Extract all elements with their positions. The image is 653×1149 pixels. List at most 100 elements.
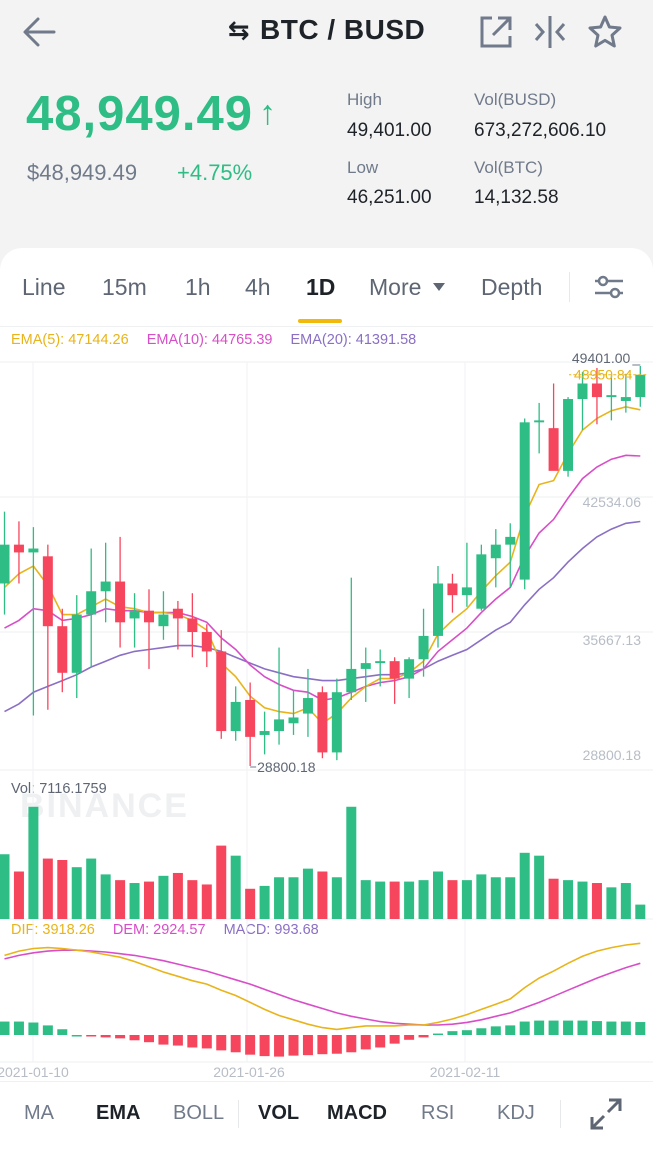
candle-body	[375, 661, 386, 664]
macd-histogram-bar	[71, 1035, 82, 1037]
candle-body	[144, 610, 154, 623]
macd-histogram-bar	[115, 1035, 126, 1039]
pair-name: BTC / BUSD	[260, 14, 426, 45]
candle-body	[57, 626, 68, 673]
tab-1d[interactable]: 1D	[306, 274, 336, 300]
candle-body	[418, 635, 429, 660]
star-icon[interactable]	[585, 12, 625, 52]
tab-15m[interactable]: 15m	[102, 274, 147, 300]
volume-bar	[461, 880, 472, 919]
macd-histogram-bar	[548, 1020, 559, 1035]
vol-busd-label: Vol(BUSD)	[474, 90, 557, 109]
volume-bar	[230, 855, 241, 919]
kline-chart-area[interactable]: BINANCE EMA(5): 47144.26 EMA(10): 44765.…	[0, 326, 653, 1081]
change-percent: +4.75%	[177, 160, 253, 185]
chart-settings-icon[interactable]	[592, 272, 626, 302]
candle-body	[187, 618, 198, 633]
macd-histogram-bar	[28, 1022, 39, 1035]
volume-bar	[331, 877, 342, 919]
volume-bar	[187, 880, 198, 919]
candle-body	[201, 632, 212, 652]
macd-histogram-bar	[476, 1028, 487, 1035]
ema5-line	[3, 405, 641, 725]
vol-busd-value: 673,272,606.10	[474, 120, 607, 141]
candle-body	[115, 581, 126, 623]
tab-4h[interactable]: 4h	[245, 274, 271, 300]
candle-body	[635, 374, 646, 398]
candle-body	[158, 614, 169, 627]
candle-body	[534, 420, 545, 423]
macd-histogram-bar	[86, 1035, 97, 1037]
indicator-boll[interactable]: BOLL	[173, 1102, 225, 1124]
indicator-ma[interactable]: MA	[24, 1102, 54, 1124]
tab-depth[interactable]: Depth	[481, 274, 543, 300]
indicator-rsi[interactable]: RSI	[421, 1102, 455, 1124]
volume-bar	[71, 867, 82, 919]
tab-line[interactable]: Line	[22, 274, 66, 300]
low-label: Low	[347, 158, 379, 177]
macd-histogram-bar	[216, 1035, 227, 1051]
back-arrow-icon[interactable]	[18, 12, 62, 52]
candle-body	[274, 719, 285, 732]
vol-btc-value: 14,132.58	[474, 187, 559, 208]
candle-body	[0, 544, 10, 584]
candle-body	[230, 701, 241, 732]
binance-watermark: BINANCE	[20, 787, 189, 825]
high-value: 49,401.00	[347, 120, 432, 141]
candle-body	[100, 581, 111, 592]
volume-bar	[288, 877, 299, 919]
max-price-label: 49401.00	[572, 350, 631, 366]
volume-bar	[216, 845, 227, 919]
candle-body	[548, 428, 559, 471]
volume-bar	[375, 881, 386, 919]
tab-more-label: More	[369, 274, 422, 300]
external-link-icon[interactable]	[476, 12, 516, 52]
macd-histogram-bar	[187, 1035, 198, 1048]
tab-1h[interactable]: 1h	[185, 274, 211, 300]
candle-body	[331, 692, 342, 753]
min-price-label: 28800.18	[257, 759, 316, 775]
volume-bars	[0, 806, 646, 919]
volume-bar	[534, 855, 545, 919]
candle-body	[563, 399, 574, 471]
tab-more[interactable]: More	[369, 274, 446, 301]
volume-bar	[476, 874, 487, 919]
up-arrow-icon: ↑	[259, 94, 277, 132]
volume-bar	[404, 881, 415, 919]
indicator-kdj[interactable]: KDJ	[497, 1102, 535, 1124]
indicator-macd[interactable]: MACD	[327, 1102, 387, 1124]
candlesticks	[0, 366, 646, 767]
candle-body	[86, 591, 97, 615]
volume-bar	[606, 887, 617, 919]
candle-body	[28, 548, 39, 553]
candle-body	[259, 731, 270, 735]
dif-label: DIF: 3918.26	[11, 922, 95, 938]
macd-histogram-bar	[245, 1035, 256, 1055]
high-label: High	[347, 90, 382, 109]
volume-bar	[418, 880, 429, 919]
expand-divider	[560, 1100, 561, 1128]
y-tick-label: 35667.13	[583, 632, 642, 648]
compare-icon[interactable]	[530, 12, 570, 52]
ema20-line	[4, 520, 641, 713]
volume-bar	[201, 884, 212, 919]
macd-histogram-bar	[57, 1029, 68, 1035]
candle-body	[606, 395, 617, 398]
volume-bar	[100, 874, 111, 919]
macd-histogram-bar	[389, 1035, 400, 1044]
x-tick-label: 2021-01-10	[0, 1064, 69, 1080]
fullscreen-icon[interactable]	[588, 1096, 624, 1132]
candle-body	[129, 610, 140, 619]
candle-body	[620, 397, 631, 401]
volume-bar	[42, 858, 53, 919]
indicator-ema[interactable]: EMA	[96, 1102, 141, 1124]
pair-title[interactable]: ⇆ BTC / BUSD	[0, 14, 653, 46]
current-price-label: 48950.84	[574, 367, 633, 383]
candle-body	[389, 661, 400, 679]
volume-bar	[144, 881, 154, 919]
macd-histogram-bar	[519, 1021, 530, 1035]
last-price: 48,949.49 ↑	[26, 87, 277, 141]
indicator-vol[interactable]: VOL	[258, 1102, 300, 1124]
volume-bar	[548, 878, 559, 919]
macd-histogram-bar	[461, 1030, 472, 1035]
